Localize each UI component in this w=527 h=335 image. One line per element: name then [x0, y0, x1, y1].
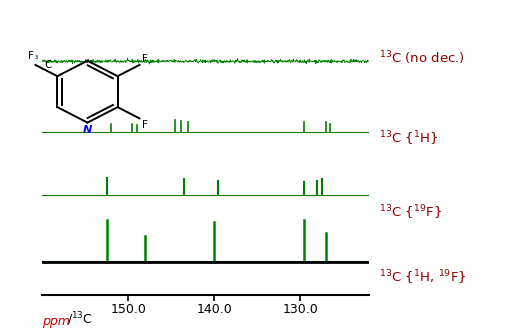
Text: ppm: ppm	[42, 315, 70, 328]
Text: ₃: ₃	[35, 52, 38, 61]
Text: /$^{13}$C: /$^{13}$C	[67, 311, 93, 328]
Text: N: N	[83, 125, 92, 135]
Text: F: F	[28, 51, 34, 61]
Text: $^{13}$C {$^{1}$H, $^{19}$F}: $^{13}$C {$^{1}$H, $^{19}$F}	[379, 269, 467, 287]
Text: C: C	[44, 60, 52, 70]
Text: $^{13}$C {$^{19}$F}: $^{13}$C {$^{19}$F}	[379, 203, 442, 222]
Text: $^{13}$C {$^{1}$H}: $^{13}$C {$^{1}$H}	[379, 130, 439, 148]
Text: F: F	[142, 54, 148, 64]
Text: F: F	[142, 120, 148, 130]
Text: $^{13}$C (no dec.): $^{13}$C (no dec.)	[379, 50, 465, 67]
